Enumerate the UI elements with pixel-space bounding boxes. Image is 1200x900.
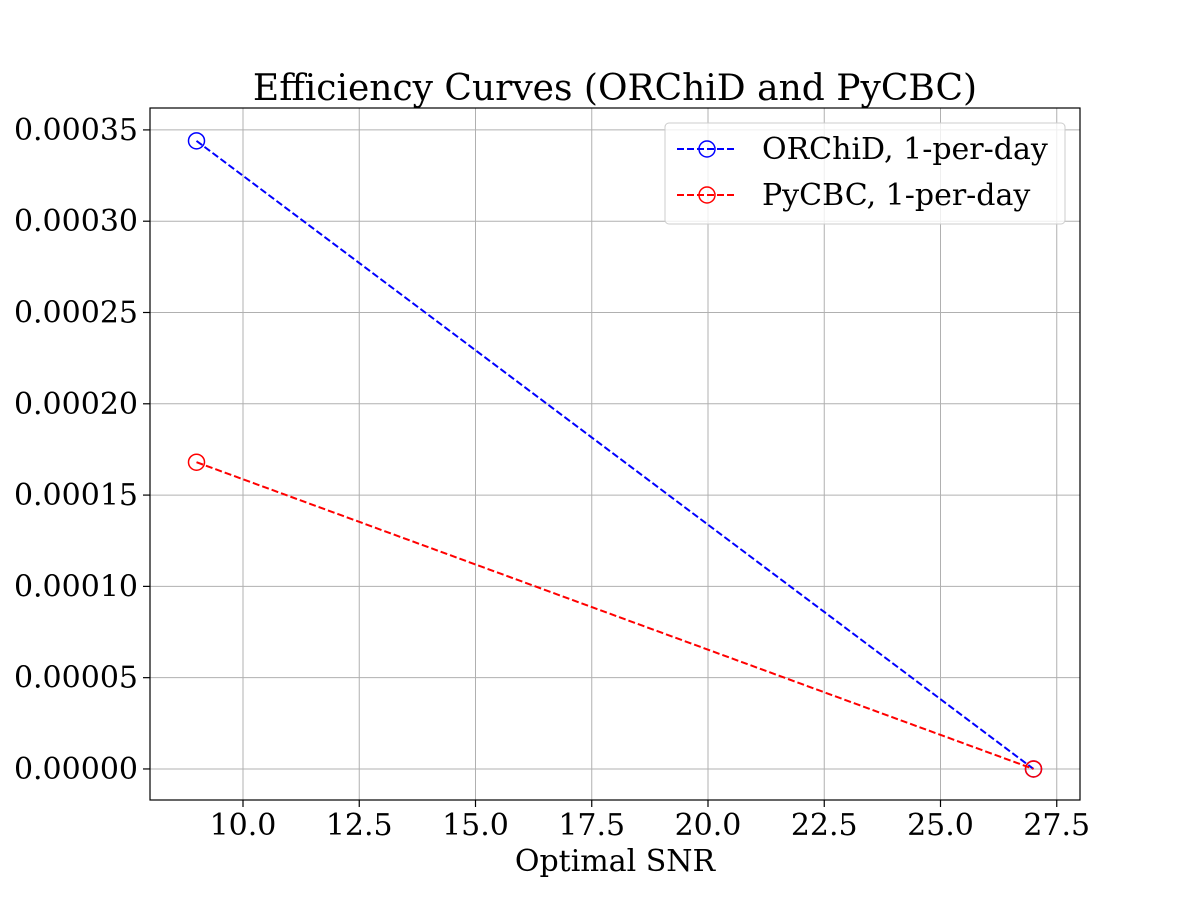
series-1 [187,453,1043,778]
data-point [1024,760,1043,778]
legend-marker-pycbc [698,186,716,204]
legend-label-pycbc: PyCBC, 1-per-day [762,178,1030,213]
plot-frame [149,107,1081,801]
x-tick-label: 22.5 [791,808,858,843]
legend: ORChiD, 1-per-day PyCBC, 1-per-day [664,122,1066,225]
y-tick-label: 0.00010 [14,569,138,604]
x-tick-label: 20.0 [675,808,742,843]
y-tick-label: 0.00035 [14,113,138,148]
series-layer [187,132,1043,778]
x-tick-label: 15.0 [442,808,509,843]
data-point [187,132,206,150]
x-tick-label: 25.0 [907,808,974,843]
x-tick-label: 27.5 [1023,808,1090,843]
legend-box [664,122,1066,225]
y-tick-label: 0.00020 [14,387,138,422]
y-tick-label: 0.00000 [14,752,138,787]
series-line [196,461,1034,770]
axis-ticks: 10.0 12.5 15.0 17.5 20.0 22.5 25.0 27.5 0.00000 0… [14,113,1090,843]
x-tick-label: 10.0 [210,808,277,843]
x-tick-label: 12.5 [326,808,393,843]
legend-marker-orchid [698,140,716,158]
y-tick-label: 0.00030 [14,204,138,239]
data-point [187,453,206,471]
legend-label-orchid: ORChiD, 1-per-day [762,132,1048,167]
chart-title: Efficiency Curves (ORChiD and PyCBC) [253,68,977,109]
y-tick-label: 0.00025 [14,295,138,330]
y-tick-label: 0.00005 [14,661,138,696]
y-tick-label: 0.00015 [14,478,138,513]
x-axis-label: Optimal SNR [515,844,717,879]
series-line [195,140,1035,770]
x-tick-label: 17.5 [558,808,625,843]
